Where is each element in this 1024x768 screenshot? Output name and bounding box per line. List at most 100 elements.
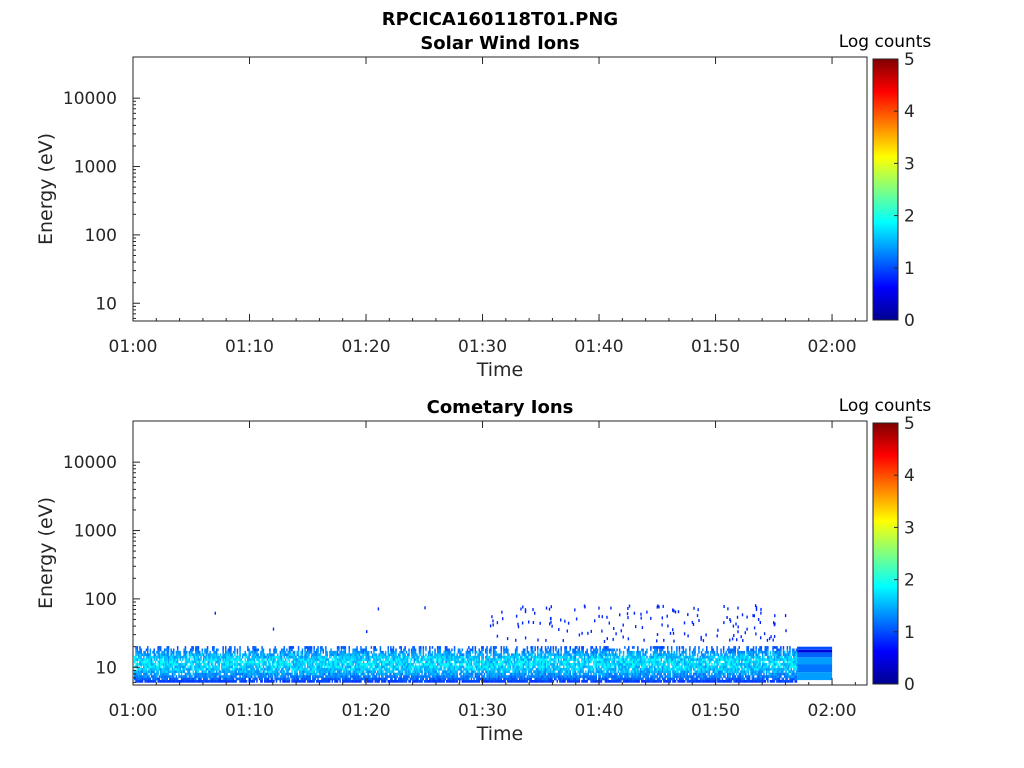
heatmap-cell <box>517 667 519 671</box>
heatmap-cell <box>166 680 168 683</box>
heatmap-cell <box>221 667 223 671</box>
heatmap-cell <box>652 663 655 666</box>
heatmap-cell <box>212 672 214 676</box>
heatmap-cell <box>517 672 519 676</box>
heatmap-cell <box>625 672 627 676</box>
heatmap-cell <box>378 653 380 657</box>
heatmap-cell <box>544 675 547 678</box>
heatmap-cell <box>317 667 319 671</box>
heatmap-cell <box>340 670 343 673</box>
heatmap-cell <box>555 658 557 661</box>
heatmap-cell <box>271 655 274 659</box>
heatmap-cell <box>435 653 438 657</box>
heatmap-cell <box>656 677 659 681</box>
heatmap-cell <box>453 660 456 664</box>
heatmap-cell <box>615 655 617 659</box>
heatmap-cell <box>577 653 579 657</box>
heatmap-cell <box>449 677 452 681</box>
heatmap-cell <box>469 667 471 671</box>
heatmap-cell <box>592 675 595 678</box>
heatmap-cell <box>136 650 139 654</box>
heatmap-cell <box>611 663 613 666</box>
heatmap-cell <box>381 675 383 678</box>
heatmap-cell <box>589 665 591 669</box>
heatmap-cell <box>340 675 343 678</box>
heatmap-cell <box>351 663 353 666</box>
heatmap-cell <box>368 672 370 676</box>
heatmap-cell <box>330 653 332 657</box>
heatmap-cell <box>331 663 334 666</box>
heatmap-cell <box>256 672 258 676</box>
heatmap-cell <box>152 660 154 664</box>
heatmap-cell <box>269 680 271 683</box>
heatmap-cell <box>243 670 245 673</box>
heatmap-cell <box>572 667 574 671</box>
heatmap-cell <box>625 675 627 678</box>
heatmap-cell <box>521 655 523 659</box>
heatmap-cell <box>578 648 581 652</box>
heatmap-cell <box>262 672 265 676</box>
heatmap-cell <box>481 655 483 659</box>
heatmap-cell <box>518 653 521 657</box>
heatmap-cell <box>303 675 305 678</box>
heatmap-cell <box>316 680 318 683</box>
heatmap-cell <box>652 653 655 657</box>
heatmap-cell <box>243 667 245 671</box>
heatmap-cell <box>267 670 270 673</box>
heatmap-cell <box>442 670 444 673</box>
heatmap-cell <box>260 667 262 671</box>
heatmap-cell <box>509 660 512 664</box>
heatmap-cell <box>182 667 184 671</box>
heatmap-cell <box>325 650 327 654</box>
heatmap-cell <box>348 658 350 661</box>
heatmap-cell <box>212 665 214 669</box>
heatmap-cell <box>286 677 288 681</box>
heatmap-cell <box>582 672 584 676</box>
heatmap-cell <box>362 658 365 661</box>
heatmap-cell <box>583 677 586 681</box>
heatmap-cell <box>537 680 539 683</box>
heatmap-cell <box>326 653 328 657</box>
heatmap-cell <box>386 658 388 661</box>
heatmap-cell <box>258 658 261 661</box>
heatmap-cell <box>638 677 640 681</box>
heatmap-cell <box>291 675 293 678</box>
heatmap-cell <box>557 665 560 669</box>
heatmap-cell <box>637 663 639 666</box>
heatmap-cell <box>392 648 395 652</box>
heatmap-cell <box>507 670 509 673</box>
heatmap-cell <box>373 677 375 681</box>
heatmap-cell <box>569 658 571 661</box>
heatmap-cell <box>548 672 551 676</box>
heatmap-cell <box>304 648 306 652</box>
heatmap-cell <box>397 672 400 676</box>
heatmap-cell <box>651 665 653 669</box>
heatmap-cell <box>613 660 616 664</box>
heatmap-cell <box>325 653 327 657</box>
heatmap-cell <box>152 680 154 683</box>
heatmap-cell <box>331 675 334 678</box>
heatmap-cell <box>218 665 220 669</box>
heatmap-cell <box>552 667 555 671</box>
heatmap-cell <box>293 660 296 664</box>
heatmap-cell <box>481 677 483 681</box>
heatmap-cell <box>249 663 252 666</box>
x-tick-label: 01:30 <box>458 337 507 357</box>
heatmap-cell <box>186 653 188 657</box>
heatmap-cell <box>365 646 367 649</box>
heatmap-cell <box>516 660 518 664</box>
heatmap-cell <box>438 680 440 683</box>
heatmap-cell <box>217 655 219 659</box>
heatmap-cell <box>174 667 176 671</box>
heatmap-cell <box>284 665 287 669</box>
heatmap-cell <box>156 665 158 669</box>
heatmap-cell <box>158 677 161 681</box>
heatmap-cell <box>147 653 149 657</box>
heatmap-cell <box>161 653 163 657</box>
heatmap-cell <box>622 680 625 683</box>
heatmap-cell <box>661 670 664 673</box>
heatmap-cell <box>280 653 283 657</box>
heatmap-cell <box>244 672 246 676</box>
heatmap-cell <box>526 660 529 664</box>
heatmap-cell <box>344 665 347 669</box>
